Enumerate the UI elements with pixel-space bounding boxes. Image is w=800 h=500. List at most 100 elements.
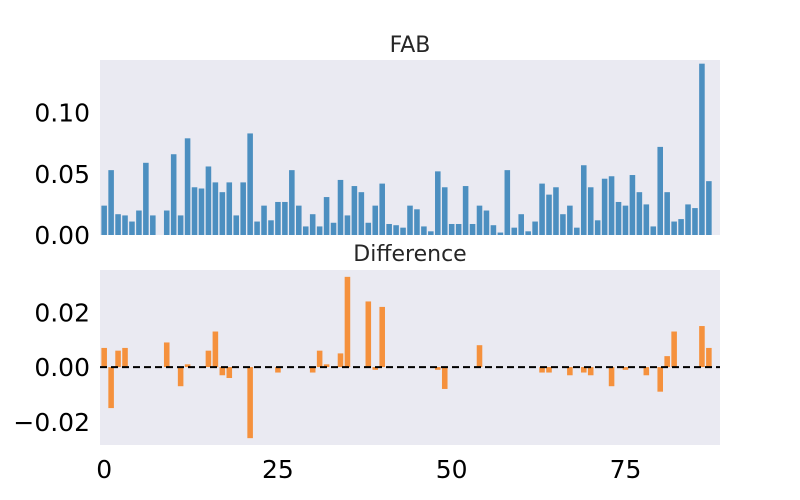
fab-bar — [525, 231, 531, 235]
difference-bar — [365, 301, 372, 368]
fab-bar — [108, 170, 114, 235]
difference-bar — [122, 347, 128, 368]
fab-bar — [685, 204, 691, 235]
fab-y-tick-label: 0.10 — [34, 99, 90, 128]
fab-bar — [330, 222, 337, 235]
difference-x-tick-labels: 0 25 50 75 — [96, 455, 641, 484]
fab-bar — [435, 171, 441, 235]
difference-bar — [622, 367, 629, 370]
fab-bar — [247, 133, 253, 235]
difference-bar — [323, 364, 330, 368]
fab-bar — [560, 214, 566, 235]
difference-bar — [344, 276, 351, 368]
difference-bar — [706, 347, 712, 368]
fab-bar — [407, 205, 413, 235]
fab-bar — [421, 226, 427, 235]
fab-bar — [455, 223, 462, 235]
fab-bar — [608, 176, 615, 235]
difference-bar — [643, 367, 650, 376]
difference-bar — [219, 367, 226, 376]
fab-bar — [587, 187, 594, 235]
fab-bar — [344, 215, 351, 235]
fab-bar — [594, 220, 601, 235]
difference-y-tick-labels: −0.02 0.00 0.02 — [13, 298, 90, 436]
fab-bar — [275, 201, 281, 235]
fab-bar — [393, 225, 399, 235]
fab-bar — [664, 192, 670, 235]
difference-bar — [247, 367, 253, 439]
difference-bar — [539, 367, 545, 373]
fab-bar — [296, 205, 302, 235]
fab-bar — [379, 183, 385, 235]
fab-y-tick-labels: 0.00 0.05 0.10 — [34, 99, 90, 250]
difference-bar — [163, 342, 170, 368]
fab-bar — [365, 222, 372, 235]
fab-bar — [316, 226, 323, 235]
fab-bar — [476, 205, 483, 235]
difference-x-tick-label: 75 — [610, 455, 642, 484]
difference-bar — [657, 367, 663, 392]
fab-bar — [580, 165, 587, 235]
fab-panel: FAB 0.00 0.05 0.10 — [34, 33, 720, 250]
fab-bar — [184, 138, 191, 235]
fab-bar — [539, 183, 545, 235]
fab-bar — [289, 170, 295, 235]
fab-bar — [191, 187, 198, 235]
fab-bar — [448, 223, 455, 235]
fab-bar — [386, 223, 392, 235]
difference-bar — [435, 367, 441, 370]
fab-bar — [629, 175, 636, 235]
fab-bar — [567, 205, 573, 235]
fab-bar — [441, 187, 448, 235]
fab-bar — [650, 226, 657, 235]
fab-bar — [462, 186, 469, 235]
fab-bar — [372, 205, 379, 235]
difference-x-tick-label: 50 — [436, 455, 468, 484]
difference-bar — [309, 367, 316, 373]
fab-bar — [400, 227, 406, 235]
difference-bar — [337, 353, 344, 368]
fab-bar — [490, 225, 497, 235]
difference-bar — [372, 367, 379, 370]
fab-bar — [129, 221, 135, 235]
fab-bar — [226, 182, 233, 235]
fab-bar — [678, 219, 684, 235]
difference-bar — [587, 367, 594, 376]
fab-bar — [101, 205, 107, 235]
difference-y-tick-label: 0.02 — [34, 298, 90, 327]
fab-bar — [309, 214, 316, 235]
fab-bar — [358, 192, 365, 235]
difference-bar — [205, 350, 212, 368]
fab-bar — [268, 220, 274, 235]
fab-bar — [261, 205, 267, 235]
difference-bar — [608, 367, 615, 387]
fab-bar — [170, 154, 177, 235]
fab-bar — [657, 146, 663, 235]
fab-bar — [518, 214, 524, 235]
difference-bars — [101, 276, 712, 439]
fab-bar — [692, 208, 698, 235]
fab-bars — [101, 63, 712, 235]
difference-bar — [441, 367, 448, 389]
fab-bar — [636, 192, 643, 235]
difference-bar — [379, 306, 385, 368]
difference-plot-area — [100, 270, 720, 445]
difference-bar — [664, 356, 670, 368]
fab-bar — [553, 187, 559, 235]
difference-panel: Difference −0.02 0.00 0.02 0 25 50 75 — [13, 242, 720, 484]
difference-bar — [177, 367, 184, 387]
fab-bar — [532, 221, 538, 235]
fab-bar — [212, 182, 219, 235]
fab-bar — [323, 197, 330, 235]
fab-bar — [240, 182, 246, 235]
fab-bar — [337, 179, 344, 235]
fab-bar — [205, 166, 212, 235]
difference-bar — [101, 347, 107, 368]
fab-bar — [115, 214, 121, 235]
fab-y-tick-label: 0.05 — [34, 160, 90, 189]
fab-y-tick-label: 0.00 — [34, 221, 90, 250]
fab-bar — [150, 215, 156, 235]
fab-bar — [302, 226, 309, 235]
fab-title: FAB — [390, 33, 431, 58]
difference-bar — [226, 367, 233, 379]
